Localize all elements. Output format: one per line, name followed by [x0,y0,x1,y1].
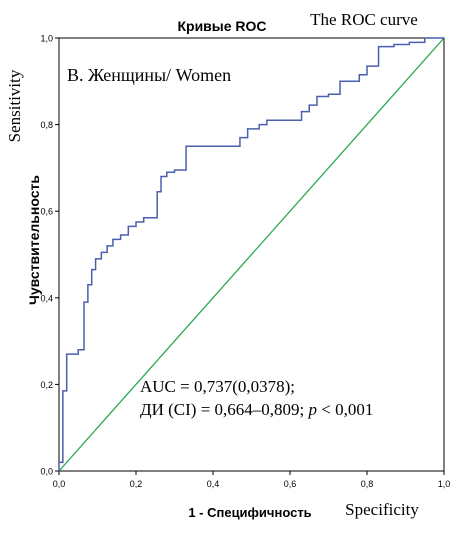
x-tick-label: 0,8 [361,479,374,489]
x-axis-label: 1 - Специфичность [188,505,311,520]
x-tick-label: 0,2 [130,479,143,489]
ci-annotation-p-value: < 0,001 [317,400,373,419]
x-tick-label: 0,6 [284,479,297,489]
y-axis-label-en: Sensitivity [5,69,24,142]
panel-label: B. Женщины/ Women [67,65,231,85]
y-tick-label: 1,0 [40,34,53,44]
y-tick-label: 0,2 [40,380,53,390]
y-tick-label: 0,0 [40,467,53,477]
y-axis-ticks: 0,0 0,2 0,4 0,6 0,8 1,0 [40,34,59,477]
y-tick-label: 0,8 [40,120,53,130]
x-axis-ticks: 0,0 0,2 0,4 0,6 0,8 1,0 [53,471,451,489]
chart-title: Кривые ROC [177,18,266,34]
x-tick-label: 0,4 [207,479,220,489]
ci-annotation-p: p [308,400,318,419]
x-axis-label-en: Specificity [345,500,419,519]
auc-annotation: AUC = 0,737(0,0378); [140,377,295,396]
y-axis-label: Чувствительность [26,175,42,305]
ci-annotation: ДИ (CI) = 0,664–0,809; p < 0,001 [140,400,373,419]
y-tick-label: 0,6 [40,207,53,217]
chart-title-en: The ROC curve [310,10,418,29]
y-tick-label: 0,4 [40,293,53,303]
x-tick-label: 0,0 [53,479,66,489]
ci-annotation-text: ДИ (CI) = 0,664–0,809; [140,400,309,419]
x-tick-label: 1,0 [438,479,451,489]
